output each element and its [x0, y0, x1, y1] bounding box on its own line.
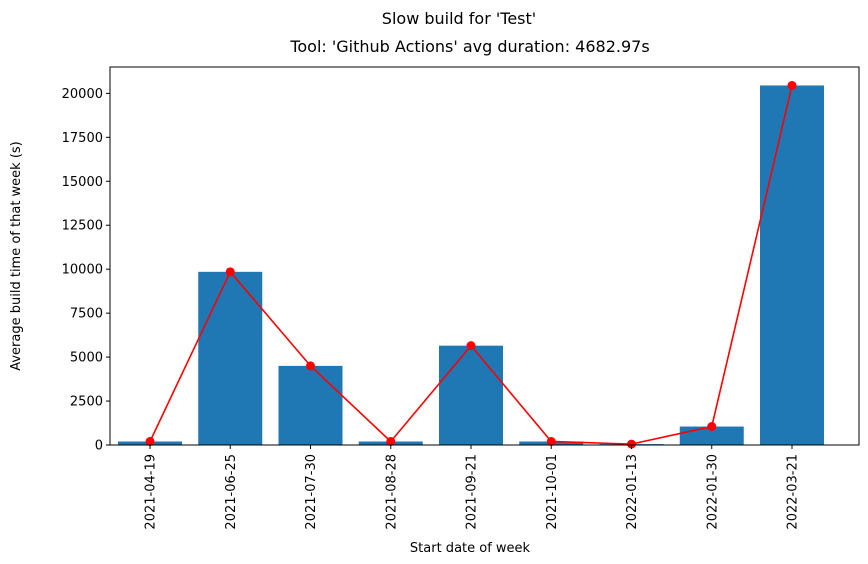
line-series-group	[145, 80, 797, 449]
y-tick-label: 5000	[70, 351, 103, 366]
x-tick-label: 2021-07-30	[304, 454, 319, 530]
x-axis: 2021-04-19 2021-06-25 2021-07-30 2021-08-28…	[144, 445, 801, 530]
y-tick-label: 7500	[70, 307, 103, 322]
y-axis: 0 2500 5000 7500 10000 12500 15000 17500 20000	[62, 87, 110, 454]
plot-frame	[109, 66, 860, 446]
chart-title: Tool: 'Github Actions' avg duration: 468…	[289, 37, 649, 56]
y-axis-label: Average build time of that week (s)	[9, 141, 24, 371]
line-point	[145, 436, 155, 446]
x-tick-label: 2022-01-30	[705, 454, 720, 530]
bar	[198, 271, 263, 445]
line-point	[546, 436, 556, 446]
y-tick-label: 17500	[62, 131, 103, 146]
x-tick-label: 2021-04-19	[144, 454, 159, 530]
y-tick-label: 0	[95, 439, 103, 454]
y-tick-label: 12500	[62, 219, 103, 234]
chart-suptitle: Slow build for 'Test'	[382, 9, 536, 28]
bar	[439, 345, 503, 445]
line-point	[627, 439, 636, 449]
x-tick-label: 2021-08-28	[384, 454, 399, 530]
y-tick-label: 10000	[62, 263, 103, 278]
bar	[760, 85, 824, 446]
x-tick-label: 2022-03-21	[786, 454, 801, 530]
x-axis-label: Start date of week	[410, 541, 531, 556]
x-tick-label: 2022-01-13	[625, 454, 640, 530]
line-point	[386, 436, 396, 446]
line-point	[306, 361, 315, 371]
bars-group	[118, 85, 824, 446]
line-point	[787, 80, 797, 90]
bar	[679, 426, 744, 445]
x-tick-label: 2021-06-25	[224, 454, 239, 530]
x-tick-label: 2021-09-21	[465, 454, 480, 530]
x-tick-label: 2021-10-01	[545, 454, 560, 530]
bar	[278, 365, 343, 445]
y-tick-label: 2500	[70, 395, 103, 410]
line-point	[225, 267, 235, 277]
line-point	[707, 422, 717, 432]
y-tick-label: 20000	[62, 87, 103, 102]
line-point	[466, 341, 476, 351]
y-tick-label: 15000	[62, 175, 103, 190]
